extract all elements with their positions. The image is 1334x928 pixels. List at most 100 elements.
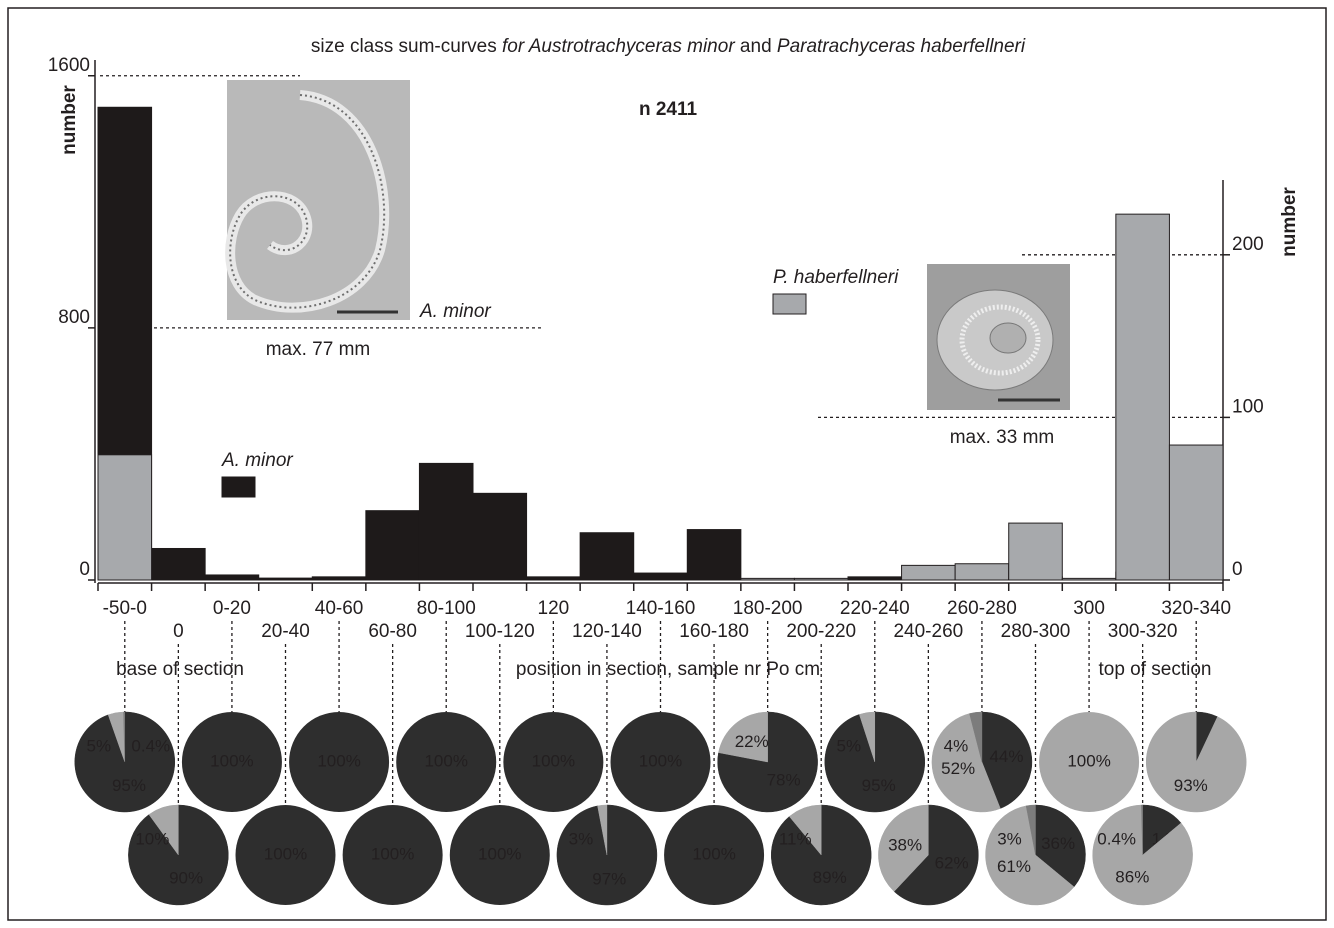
pie: 100% bbox=[396, 712, 497, 812]
pie-slice bbox=[123, 711, 126, 763]
x-tick-label: 20-40 bbox=[261, 621, 310, 642]
bar bbox=[1061, 577, 1117, 581]
bar bbox=[1115, 213, 1170, 581]
x-tick-label: 120 bbox=[538, 598, 570, 619]
pie-slice bbox=[981, 711, 1033, 809]
pie-label: 95% bbox=[862, 776, 896, 795]
x-tick-label: 300-320 bbox=[1108, 621, 1178, 642]
title-part: size class sum-curves bbox=[311, 36, 502, 57]
bar bbox=[526, 576, 581, 581]
pie: 100% bbox=[610, 712, 711, 812]
bar bbox=[97, 454, 153, 581]
pie-label: 3% bbox=[997, 829, 1022, 848]
pie-slice bbox=[1025, 804, 1036, 856]
bar bbox=[472, 492, 528, 581]
pie: 89% 11% bbox=[771, 804, 872, 906]
bar bbox=[740, 577, 795, 581]
pie: 100% bbox=[449, 805, 550, 905]
pie-slice bbox=[985, 805, 1075, 906]
x-tick-label: 320-340 bbox=[1161, 598, 1231, 619]
pie-label: 100% bbox=[692, 844, 735, 863]
pie-label: 100% bbox=[1067, 751, 1110, 770]
pie-label: 52% bbox=[941, 759, 975, 778]
pie-slice bbox=[449, 805, 550, 905]
y2-tick-label: 100 bbox=[1232, 396, 1264, 417]
bar bbox=[1168, 444, 1224, 581]
x-tick-label: 300 bbox=[1073, 598, 1105, 619]
pie-slice bbox=[1092, 804, 1193, 906]
sample-size: n 2411 bbox=[639, 99, 698, 120]
max-size-note: max. 33 mm bbox=[950, 427, 1055, 448]
pie: 36% 61% 3% bbox=[985, 804, 1086, 906]
pie-label: 10% bbox=[135, 829, 169, 848]
pie: 7%93% bbox=[1146, 711, 1247, 813]
section-note: top of section bbox=[1098, 659, 1211, 680]
pie-label: 4% bbox=[944, 736, 969, 755]
bar bbox=[954, 563, 1010, 581]
y2-axis-label: number bbox=[1279, 187, 1300, 257]
legend-swatch bbox=[772, 293, 807, 315]
bar bbox=[418, 462, 474, 581]
y-tick-label: 1600 bbox=[48, 55, 90, 76]
pie-label: 38% bbox=[888, 835, 922, 854]
frame bbox=[7, 7, 1327, 921]
pie: 100% bbox=[503, 712, 604, 812]
y-tick-label: 0 bbox=[79, 559, 90, 580]
max-size-note: max. 77 mm bbox=[266, 339, 371, 360]
bar bbox=[793, 577, 849, 581]
pie-label: 90% bbox=[169, 868, 203, 887]
bar bbox=[579, 532, 635, 581]
pie-slice bbox=[859, 711, 876, 763]
pie: 100% bbox=[181, 712, 282, 812]
pie-label: 11% bbox=[779, 829, 812, 848]
pie-label: 97% bbox=[592, 869, 626, 888]
bar bbox=[901, 564, 956, 581]
bar bbox=[204, 574, 260, 581]
y-axis-label: number bbox=[59, 85, 80, 155]
bar bbox=[365, 510, 420, 581]
x-tick-label: 60-80 bbox=[368, 621, 417, 642]
pie-label: 86% bbox=[1115, 867, 1149, 886]
x-tick-label: 100-120 bbox=[465, 621, 535, 642]
pie-slice bbox=[1146, 711, 1247, 813]
legend-label: P. haberfellneri bbox=[773, 267, 899, 288]
pie-slice bbox=[969, 711, 983, 763]
pie-label: 36% bbox=[1041, 834, 1075, 853]
pie: 100% bbox=[342, 805, 443, 905]
legend-label: A. minor bbox=[221, 450, 293, 471]
bar bbox=[151, 547, 206, 581]
x-tick-label: 200-220 bbox=[786, 621, 856, 642]
fossil-photo bbox=[225, 80, 410, 320]
pie-label: 100% bbox=[424, 751, 467, 770]
pie-label: 44% bbox=[989, 747, 1023, 766]
pie-slice bbox=[342, 805, 443, 905]
bar bbox=[633, 572, 688, 581]
pie-label: 100% bbox=[371, 844, 414, 863]
section-note: position in section, sample nr Po cm bbox=[516, 659, 820, 680]
pie: 14%86%0.4% bbox=[1092, 804, 1193, 906]
pie-label: 93% bbox=[1174, 776, 1208, 795]
title-part: and bbox=[735, 36, 777, 57]
x-tick-label: 40-60 bbox=[315, 598, 364, 619]
bar bbox=[1008, 522, 1063, 581]
x-tick-label: 120-140 bbox=[572, 621, 642, 642]
x-tick-label: 180-200 bbox=[733, 598, 803, 619]
pie-label: 95% bbox=[112, 776, 146, 795]
pie-slice bbox=[181, 712, 282, 812]
bar bbox=[686, 529, 742, 581]
pie-label: 100% bbox=[639, 751, 682, 770]
pie-slice bbox=[148, 804, 179, 856]
pie-label: 0.4% bbox=[131, 736, 170, 755]
pie: 100% bbox=[664, 805, 765, 905]
pie-slice bbox=[931, 713, 1001, 813]
title-part: for Austrotrachyceras minor bbox=[502, 36, 735, 57]
fossil-photo bbox=[927, 264, 1070, 410]
pie: 100% bbox=[1039, 712, 1140, 812]
pie-slice bbox=[610, 712, 711, 812]
pie-slice bbox=[597, 804, 608, 856]
title-part: Paratrachyceras haberfellneri bbox=[777, 36, 1026, 57]
pie-label: 62% bbox=[935, 854, 969, 873]
x-tick-label: 240-260 bbox=[893, 621, 963, 642]
x-tick-label: 80-100 bbox=[417, 598, 476, 619]
bar bbox=[311, 576, 367, 581]
